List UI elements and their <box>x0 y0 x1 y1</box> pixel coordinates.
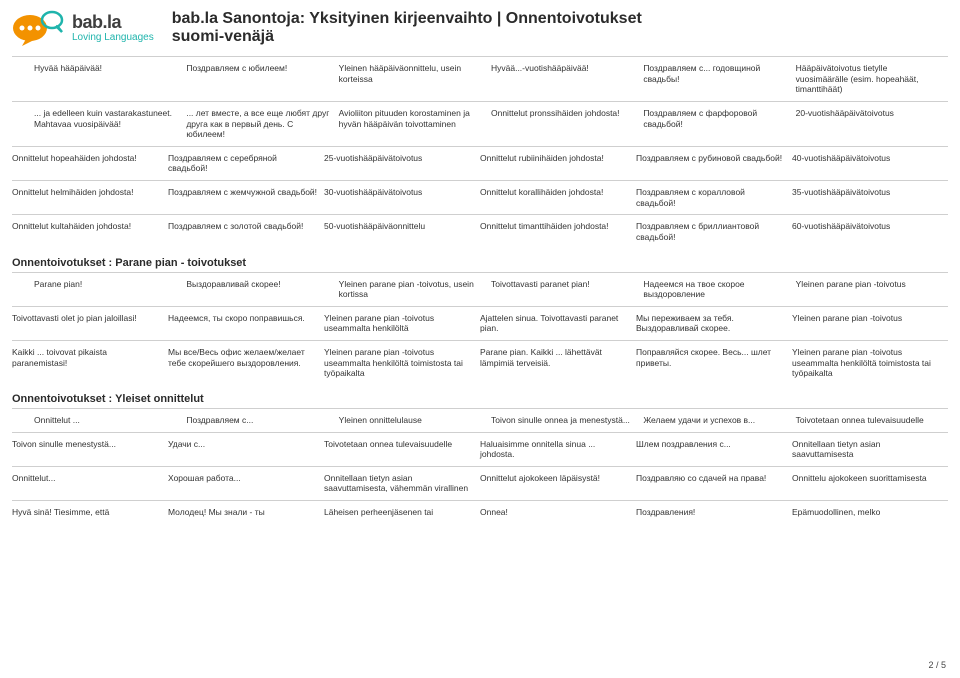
table-cell: Yleinen parane pian -toivotus useammalta… <box>324 311 480 336</box>
page-number: 2 / 5 <box>928 660 946 670</box>
table-row: Toivon sinulle menestystä...Удачи с...To… <box>12 432 948 466</box>
table-cell: Поздравляю со сдачей на права! <box>636 471 792 496</box>
table-cell: Ajattelen sinua. Toivottavasti paranet p… <box>480 311 636 336</box>
table-cell: Onnittelut helmihäiden johdosta! <box>12 185 168 210</box>
table-cell: ... ja edelleen kuin vastarakastuneet. M… <box>12 106 186 142</box>
page-header: bab.la Loving Languages bab.la Sanontoja… <box>0 0 960 50</box>
table-cell: Мы переживаем за тебя. Выздоравливай ско… <box>636 311 792 336</box>
table-cell: Поздравляем с золотой свадьбой! <box>168 219 324 244</box>
table-cell: Onnittelut timanttihäiden johdosta! <box>480 219 636 244</box>
table-cell: 35-vuotishääpäivätoivotus <box>792 185 948 210</box>
table-cell: Toivottavasti olet jo pian jaloillasi! <box>12 311 168 336</box>
table-cell: 20-vuotishääpäivätoivotus <box>796 106 948 142</box>
title-line-2: suomi-venäjä <box>172 28 642 46</box>
table-cell: 50-vuotishääpäiväonnittelu <box>324 219 480 244</box>
table-cell: Toivon sinulle onnea ja menestystä... <box>491 413 643 428</box>
table-cell: Onnittelu ajokokeen suorittamisesta <box>792 471 948 496</box>
table-cell: Yleinen parane pian -toivotus <box>796 277 948 302</box>
table-cell: Желаем удачи и успехов в... <box>643 413 795 428</box>
table-cell: Onnittelut ... <box>12 413 186 428</box>
table-cell: Avioliiton pituuden korostaminen ja hyvä… <box>339 106 491 142</box>
table-cell: Onnea! <box>480 505 636 520</box>
table-cell: Поздравляем с фарфоровой свадьбой! <box>643 106 795 142</box>
table-cell: Поздравляем с серебряной свадьбой! <box>168 151 324 176</box>
table-cell: Parane pian! <box>12 277 186 302</box>
table-cell: ... лет вместе, а все еще любят друг дру… <box>186 106 338 142</box>
table-cell: Поздравляем с бриллиантовой свадьбой! <box>636 219 792 244</box>
table-cell: Шлем поздравления с... <box>636 437 792 462</box>
table-row: Kaikki ... toivovat pikaista paranemista… <box>12 340 948 385</box>
logo-text: bab.la Loving Languages <box>72 13 154 43</box>
page-title: bab.la Sanontoja: Yksityinen kirjeenvaih… <box>172 10 642 46</box>
table-cell: Поздравляем с... <box>186 413 338 428</box>
logo: bab.la Loving Languages <box>12 10 154 46</box>
table-cell: Удачи с... <box>168 437 324 462</box>
table-cell: Поздравляем с жемчужной свадьбой! <box>168 185 324 210</box>
table-cell: Onnittelut hopeahäiden johdosta! <box>12 151 168 176</box>
table-cell: 30-vuotishääpäivätoivotus <box>324 185 480 210</box>
table-cell: Hääpäivätoivotus tietylle vuosimäärälle … <box>796 61 948 97</box>
table-cell: Onnittelut ajokokeen läpäisystä! <box>480 471 636 496</box>
table-cell: Hyvä sinä! Tiesimme, että <box>12 505 168 520</box>
table-cell: Yleinen parane pian -toivotus <box>792 311 948 336</box>
table-cell: Надеемся, ты скоро поправишься. <box>168 311 324 336</box>
table-row: Onnittelut kultahäiden johdosta!Поздравл… <box>12 214 948 248</box>
table-cell: Onnitellaan tietyn asian saavuttamisesta <box>792 437 948 462</box>
table-cell: Yleinen onnittelulause <box>339 413 491 428</box>
table-cell: Надеемся на твое скорое выздоровление <box>643 277 795 302</box>
table-cell: Onnitellaan tietyn asian saavuttamisesta… <box>324 471 480 496</box>
table-cell: Toivotetaan onnea tulevaisuudelle <box>324 437 480 462</box>
table-row: Onnittelut hopeahäiden johdosta!Поздравл… <box>12 146 948 180</box>
table-cell: Haluaisimme onnitella sinua ... johdosta… <box>480 437 636 462</box>
table-cell: Toivotetaan onnea tulevaisuudelle <box>796 413 948 428</box>
table-cell: Parane pian. Kaikki ... lähettävät lämpi… <box>480 345 636 381</box>
table-cell: Поздравляем с... годовщиной свадьбы! <box>643 61 795 97</box>
table-row: Hyvä sinä! Tiesimme, ettäМолодец! Мы зна… <box>12 500 948 524</box>
table-cell: Yleinen parane pian -toivotus, usein kor… <box>339 277 491 302</box>
logo-bubble-icon <box>12 10 66 46</box>
section-header: Onnentoivotukset : Parane pian - toivotu… <box>12 257 948 269</box>
table-row: Hyvää hääpäivää!Поздравляем с юбилеем!Yl… <box>12 56 948 101</box>
table-row: Onnittelut...Хорошая работа...Onnitellaa… <box>12 466 948 500</box>
table-cell: Поздравляем с коралловой свадьбой! <box>636 185 792 210</box>
table-cell: Toivottavasti paranet pian! <box>491 277 643 302</box>
logo-tagline: Loving Languages <box>72 33 154 43</box>
table-cell: Yleinen parane pian -toivotus useammalta… <box>792 345 948 381</box>
table-row: Parane pian!Выздоравливай скорее!Yleinen… <box>12 272 948 306</box>
table-cell: Toivon sinulle menestystä... <box>12 437 168 462</box>
table-cell: Epämuodollinen, melko <box>792 505 948 520</box>
table-cell: Поздравляем с юбилеем! <box>186 61 338 97</box>
table-cell: Yleinen parane pian -toivotus useammalta… <box>324 345 480 381</box>
table-cell: Läheisen perheenjäsenen tai <box>324 505 480 520</box>
table-row: ... ja edelleen kuin vastarakastuneet. M… <box>12 101 948 146</box>
section-header: Onnentoivotukset : Yleiset onnittelut <box>12 393 948 405</box>
table-cell: Hyvää hääpäivää! <box>12 61 186 97</box>
title-line-1: bab.la Sanontoja: Yksityinen kirjeenvaih… <box>172 10 642 28</box>
table-cell: Hyvää...-vuotishääpäivää! <box>491 61 643 97</box>
table-cell: Onnittelut... <box>12 471 168 496</box>
table-cell: Onnittelut rubiinihäiden johdosta! <box>480 151 636 176</box>
table-cell: Поздравляем с рубиновой свадьбой! <box>636 151 792 176</box>
table-row: Toivottavasti olet jo pian jaloillasi!На… <box>12 306 948 340</box>
table-cell: Выздоравливай скорее! <box>186 277 338 302</box>
table-cell: 25-vuotishääpäivätoivotus <box>324 151 480 176</box>
table-cell: 60-vuotishääpäivätoivotus <box>792 219 948 244</box>
table-row: Onnittelut helmihäiden johdosta!Поздравл… <box>12 180 948 214</box>
table-cell: Поздравления! <box>636 505 792 520</box>
content-area: Hyvää hääpäivää!Поздравляем с юбилеем!Yl… <box>0 50 960 524</box>
table-cell: Мы все/Весь офис желаем/желает тебе скор… <box>168 345 324 381</box>
table-cell: Onnittelut kultahäiden johdosta! <box>12 219 168 244</box>
table-cell: Yleinen hääpäiväonnittelu, usein korteis… <box>339 61 491 97</box>
table-cell: Onnittelut korallihäiden johdosta! <box>480 185 636 210</box>
logo-brand: bab.la <box>72 13 154 31</box>
table-row: Onnittelut ...Поздравляем с...Yleinen on… <box>12 408 948 432</box>
table-cell: Onnittelut pronssihäiden johdosta! <box>491 106 643 142</box>
table-cell: 40-vuotishääpäivätoivotus <box>792 151 948 176</box>
table-cell: Хорошая работа... <box>168 471 324 496</box>
table-cell: Поправляйся скорее. Весь... шлет приветы… <box>636 345 792 381</box>
table-cell: Kaikki ... toivovat pikaista paranemista… <box>12 345 168 381</box>
table-cell: Молодец! Мы знали - ты <box>168 505 324 520</box>
